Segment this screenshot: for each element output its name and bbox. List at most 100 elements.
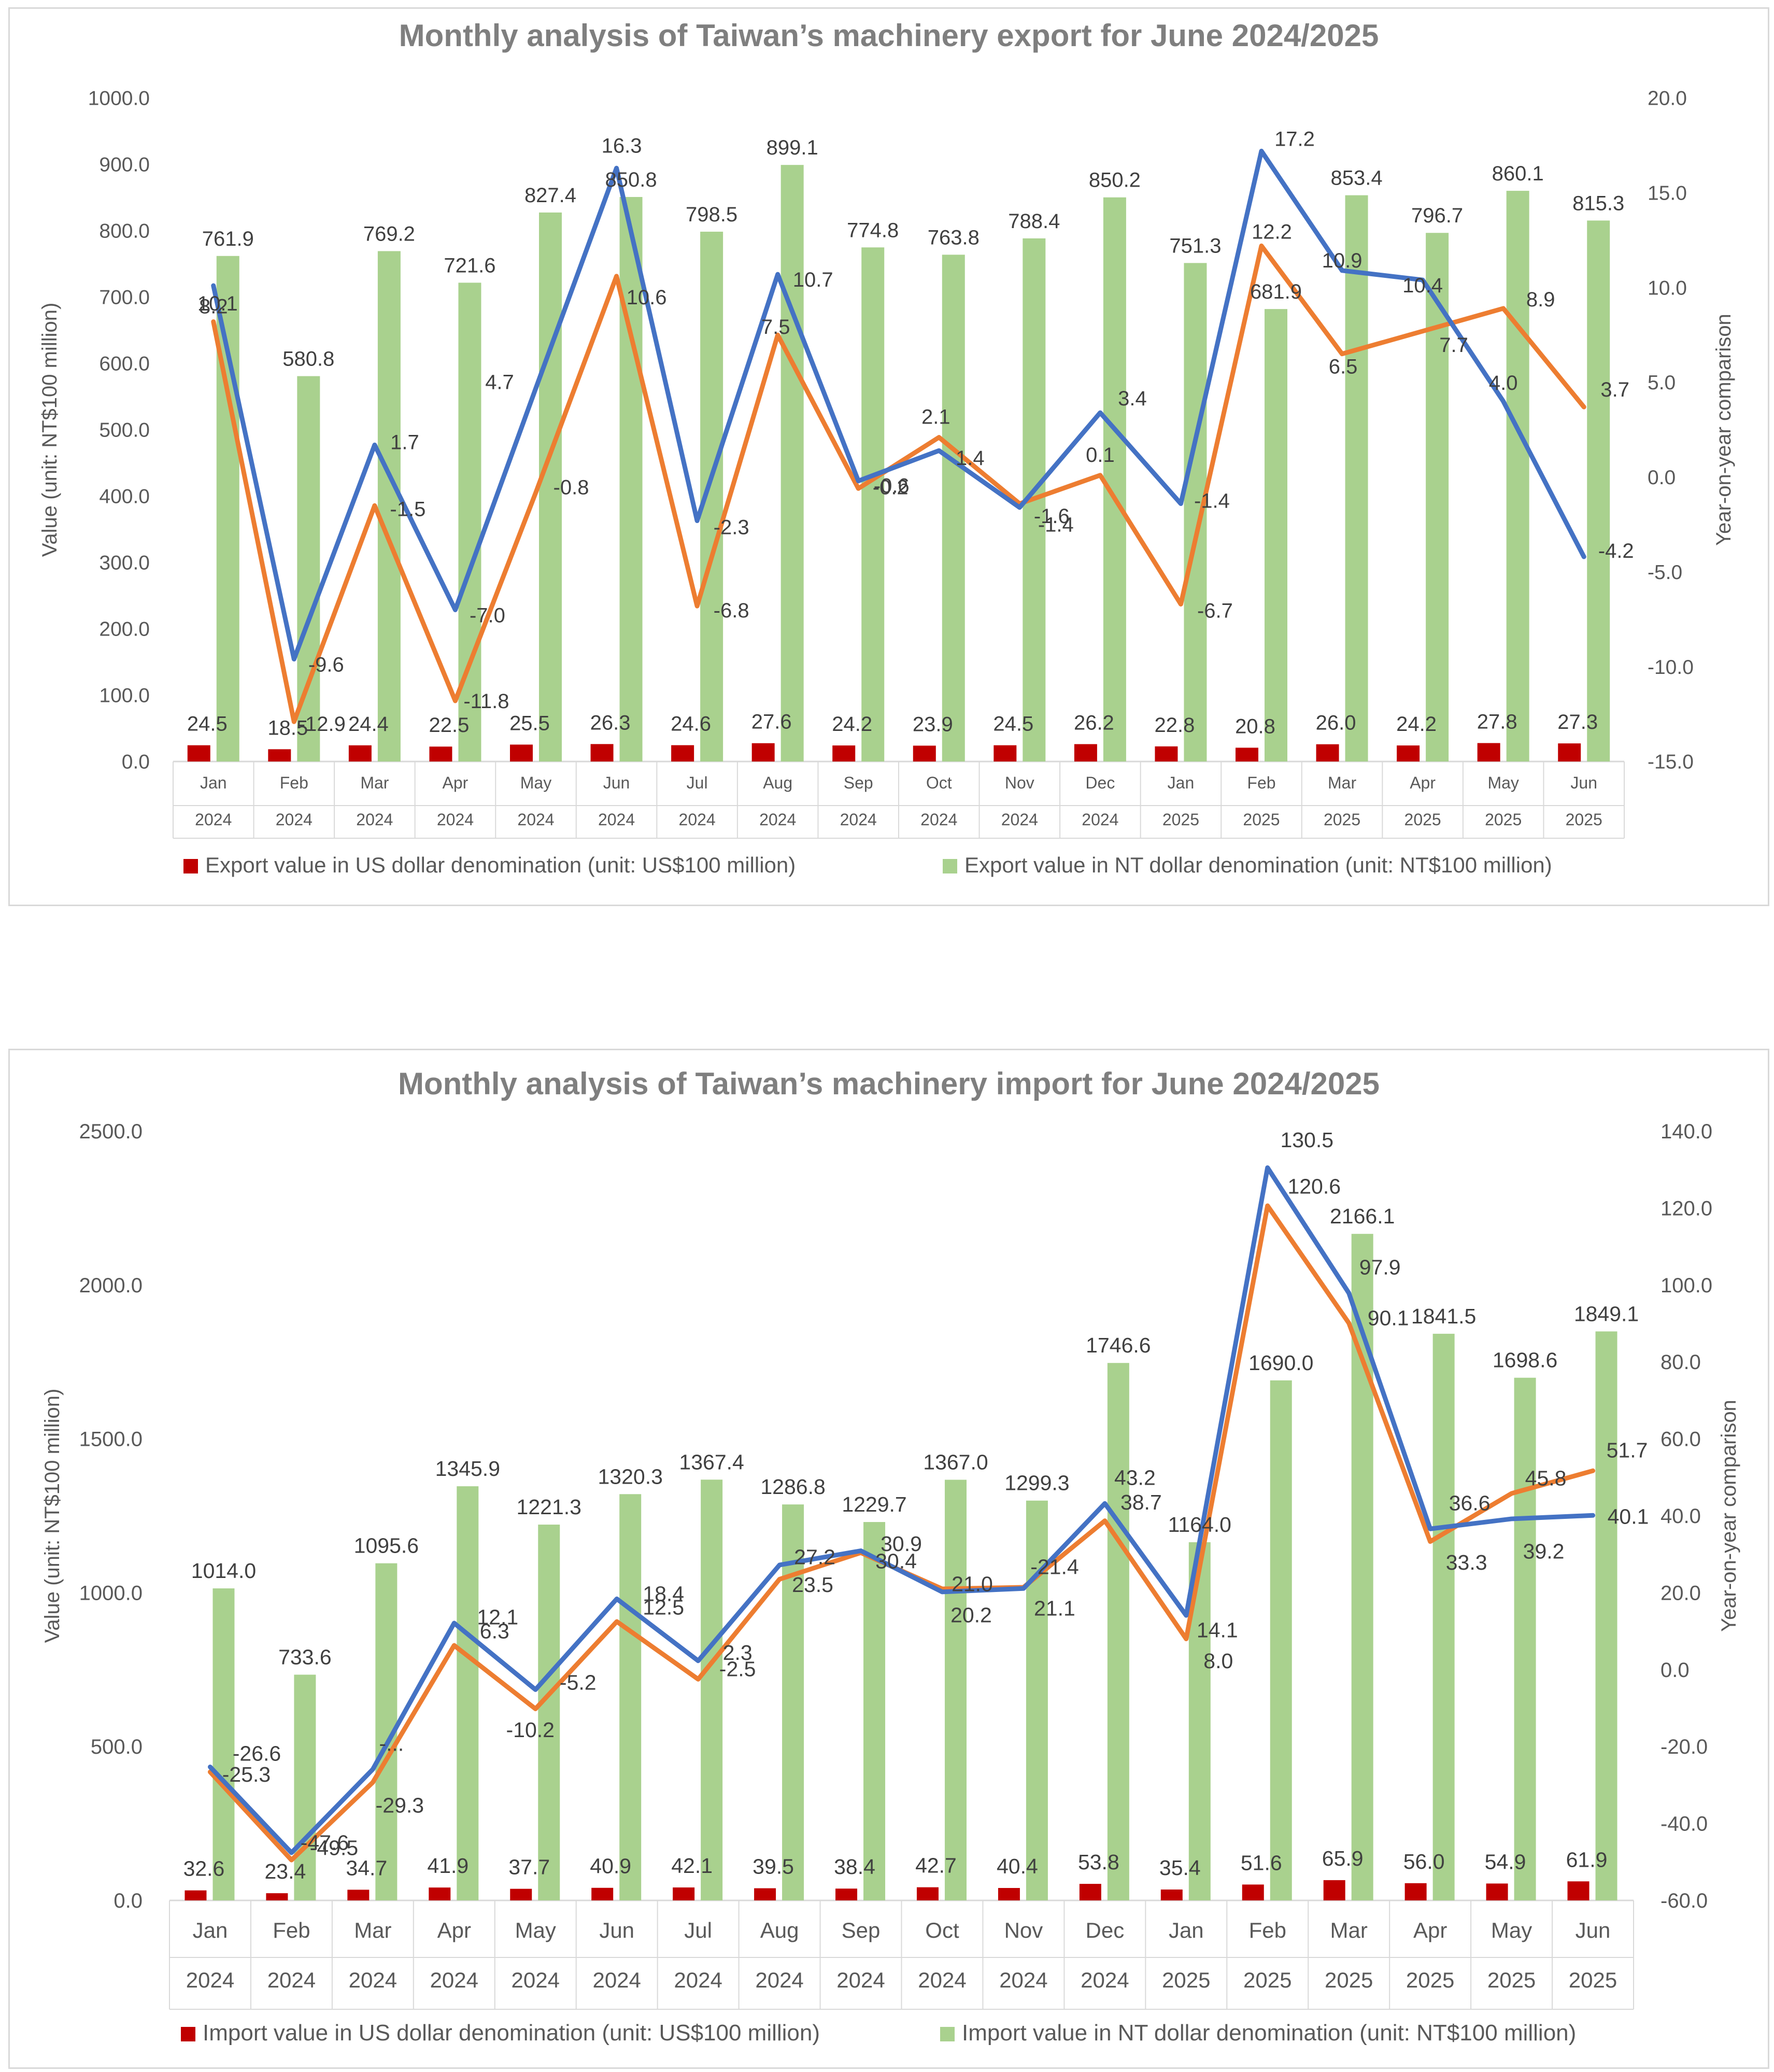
x-tick-year: 2024: [512, 1968, 560, 1992]
yoy-point: [1347, 1292, 1350, 1294]
yoy-point: [1510, 1492, 1513, 1495]
yoy-point: [938, 449, 940, 452]
nt-bar-label: 860.1: [1492, 162, 1544, 185]
y-tick-label: 0.0: [113, 1890, 143, 1912]
us-bar-label: 32.6: [183, 1857, 225, 1881]
nt-bar-label: 788.4: [1008, 210, 1060, 233]
x-tick-year: 2024: [840, 810, 877, 829]
legend-swatch-us: [181, 2027, 195, 2041]
chart-title: Monthly analysis of Taiwan’s machinery i…: [398, 1066, 1380, 1101]
yoy-point: [776, 273, 779, 276]
nt-bar-label: 721.6: [444, 254, 495, 277]
yoy-blue-label: 18.4: [643, 1582, 684, 1606]
us-bar: [1160, 1889, 1183, 1900]
yoy-blue-label: 12.1: [477, 1605, 518, 1629]
yoy-blue-label: -1.6: [1034, 505, 1070, 528]
us-bar-label: 23.4: [265, 1859, 306, 1883]
x-tick-year: 2024: [592, 1968, 641, 1992]
yoy-orange-label: -6.7: [1197, 599, 1233, 622]
nt-bar-label: 1095.6: [354, 1534, 419, 1558]
nt-bar-label: 827.4: [524, 184, 576, 207]
us-bar-label: 27.3: [1557, 711, 1598, 734]
yoy-orange-label: 8.0: [1203, 1649, 1233, 1673]
yoy-orange-label: -11.8: [463, 690, 509, 713]
x-tick-year: 2025: [1566, 810, 1602, 829]
nt-bar: [212, 1588, 235, 1900]
x-tick-month: Jun: [599, 1918, 634, 1942]
yoy-point: [615, 275, 618, 277]
us-bar: [1558, 743, 1581, 762]
x-tick-month: Feb: [1247, 773, 1275, 792]
us-bar: [1567, 1881, 1589, 1900]
y-tick-label: 1000.0: [88, 88, 150, 110]
yoy-point: [1422, 330, 1424, 332]
yoy-point: [212, 285, 215, 287]
y-tick-label: 2000.0: [79, 1274, 143, 1297]
x-tick-month: Mar: [1330, 1918, 1368, 1942]
yoy-orange-label: 120.6: [1287, 1174, 1341, 1198]
x-tick-month: Dec: [1086, 1918, 1125, 1942]
y2-tick-label: 10.0: [1648, 277, 1687, 299]
us-bar: [1486, 1883, 1508, 1900]
nt-bar: [944, 1479, 967, 1900]
yoy-point: [697, 1678, 700, 1681]
yoy-point: [1266, 1166, 1269, 1169]
yoy-orange-label: 21.0: [952, 1572, 993, 1596]
x-tick-year: 2025: [1324, 810, 1360, 829]
us-bar: [510, 744, 533, 762]
x-tick-month: Nov: [1005, 773, 1034, 792]
us-bar-label: 42.1: [671, 1854, 713, 1878]
yoy-blue-label: -25.3: [222, 1763, 271, 1786]
x-tick-month: Jun: [1576, 1918, 1611, 1942]
yoy-point: [373, 444, 376, 446]
nt-bar: [1587, 220, 1610, 762]
nt-bar-label: 1367.0: [923, 1450, 988, 1474]
nt-bar: [1506, 191, 1529, 762]
yoy-orange-label: -21.4: [1030, 1555, 1078, 1578]
yoy-orange-label: 6.5: [1329, 356, 1358, 378]
x-tick-month: Jul: [687, 773, 708, 792]
y-tick-label: 700.0: [99, 287, 150, 309]
x-tick-year: 2025: [1406, 1968, 1454, 1992]
nt-bar-label: 763.8: [928, 226, 980, 249]
y2-axis-title: Year-on-year comparison: [1712, 314, 1735, 546]
y2-tick-label: 5.0: [1648, 372, 1676, 394]
nt-bar: [1265, 309, 1287, 762]
nt-bar: [1107, 1363, 1129, 1900]
legend-label-us: Export value in US dollar denomination (…: [205, 853, 796, 877]
x-tick-year: 2024: [349, 1968, 397, 1992]
yoy-point: [1099, 412, 1101, 414]
yoy-point: [534, 1688, 537, 1691]
yoy-orange-label: 7.5: [761, 316, 790, 339]
x-tick-month: Jan: [200, 773, 227, 792]
yoy-blue-label: -2.3: [714, 516, 749, 539]
x-tick-year: 2024: [195, 810, 232, 829]
yoy-point: [1260, 150, 1262, 152]
us-bar-label: 41.9: [427, 1854, 469, 1878]
x-tick-month: May: [1487, 773, 1518, 792]
x-tick-year: 2025: [1485, 810, 1522, 829]
y-tick-label: 500.0: [91, 1736, 143, 1758]
us-bar-label: 26.2: [1074, 711, 1114, 734]
yoy-orange-label: -1.4: [1038, 514, 1074, 537]
us-bar-label: 56.0: [1403, 1850, 1445, 1873]
yoy-point: [616, 1620, 618, 1623]
yoy-point: [534, 1708, 537, 1710]
x-tick-year: 2025: [1243, 1968, 1292, 1992]
y-tick-label: 100.0: [99, 685, 150, 707]
x-tick-year: 2024: [999, 1968, 1047, 1992]
yoy-orange-label: -26.6: [233, 1742, 281, 1766]
x-tick-month: Apr: [443, 773, 469, 792]
nt-bar: [780, 165, 804, 762]
nt-bar: [1270, 1380, 1292, 1900]
chart-title: Monthly analysis of Taiwan’s machinery e…: [399, 18, 1379, 53]
yoy-point: [697, 1659, 700, 1662]
us-bar: [671, 745, 694, 762]
x-tick-month: Aug: [763, 773, 792, 792]
x-tick-year: 2024: [679, 810, 716, 829]
legend-swatch-nt: [940, 2027, 955, 2041]
yoy-blue-label: -7.0: [470, 604, 505, 627]
us-bar-label: 27.8: [1477, 710, 1517, 733]
x-tick-month: Jul: [684, 1918, 712, 1942]
us-bar-label: 26.0: [1316, 712, 1356, 735]
